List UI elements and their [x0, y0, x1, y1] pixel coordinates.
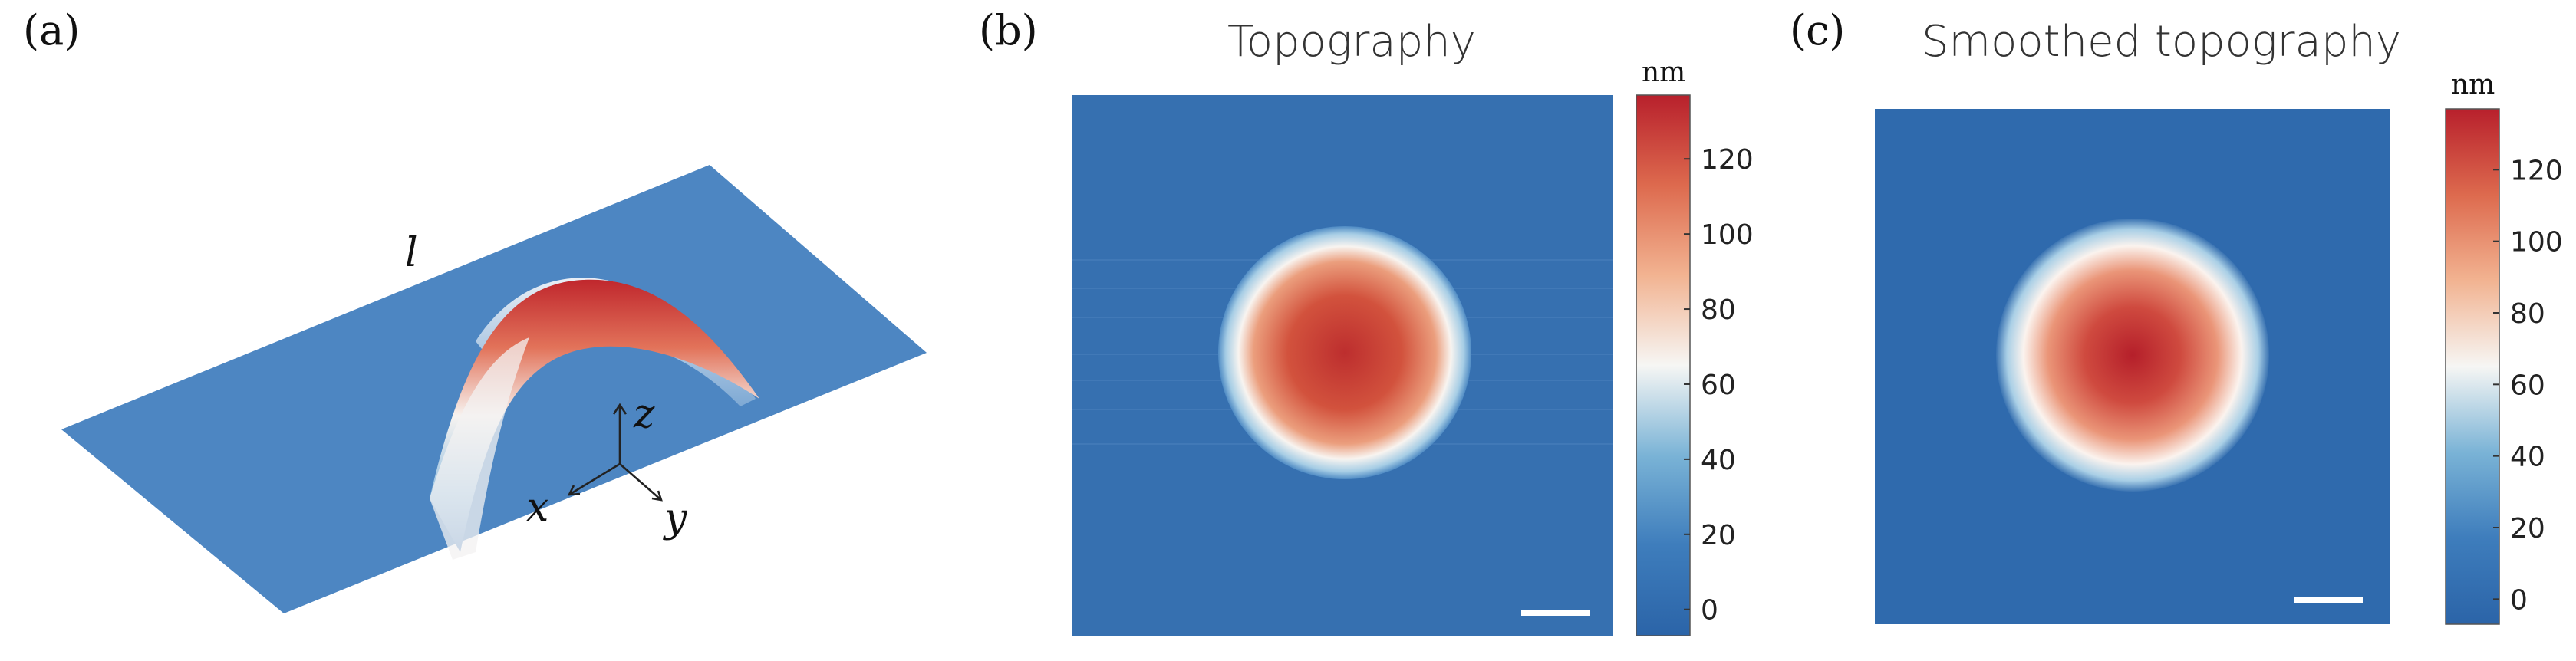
- colorbar-tick-label: 40: [1701, 445, 1736, 476]
- colorbar-tick-label: 0: [1701, 595, 1718, 626]
- colorbar-tick-label: 100: [1701, 219, 1754, 251]
- panel-b-label: (b): [979, 6, 1038, 54]
- dome: [1996, 219, 2269, 492]
- dome: [1218, 226, 1471, 479]
- colorbar-tick-label: 20: [2510, 513, 2545, 544]
- colorbar-tick-label: 80: [1701, 294, 1736, 326]
- axis-triad: [567, 403, 663, 502]
- colorbar-gradient: [1636, 94, 1691, 636]
- colorbar-c: 0 20 40 60 80 100 120: [2445, 108, 2563, 625]
- colorbar-tick-label: 20: [1701, 520, 1736, 551]
- axis-z-label: z: [634, 391, 655, 437]
- colorbar-tick-label: 0: [2510, 584, 2528, 616]
- colorbar-tick-label: 100: [2510, 227, 2563, 258]
- panel-a-surface-plot: [61, 165, 927, 613]
- smoothed-topography-map: [1875, 109, 2390, 624]
- scale-bar: [1521, 610, 1590, 616]
- colorbar-tick-label: 40: [2510, 442, 2545, 473]
- panel-c-title: Smoothed topography: [1922, 17, 2402, 67]
- scale-bar: [2294, 597, 2363, 603]
- colorbar-b: 0 20 40 60 80 100 120: [1636, 94, 1754, 636]
- panel-b-title: Topography: [1227, 17, 1476, 67]
- colorbar-tick-label: 120: [2510, 155, 2563, 186]
- colorbar-tick-label: 80: [2510, 298, 2545, 330]
- arch-front-leg: [430, 337, 529, 560]
- axis-x-label: x: [526, 485, 549, 531]
- topography-map: [1072, 95, 1613, 636]
- colorbar-tick-label: 120: [1701, 144, 1754, 176]
- colorbar-b-unit: nm: [1642, 57, 1686, 88]
- axis-y-label: y: [664, 495, 687, 541]
- panel-c-label: (c): [1790, 6, 1846, 54]
- colorbar-tick-label: 60: [2510, 370, 2545, 401]
- colorbar-tick-label: 60: [1701, 370, 1736, 401]
- colorbar-gradient: [2445, 108, 2500, 625]
- label-l: l: [405, 230, 418, 276]
- panel-a-label: (a): [23, 6, 81, 54]
- colorbar-c-unit: nm: [2451, 69, 2495, 100]
